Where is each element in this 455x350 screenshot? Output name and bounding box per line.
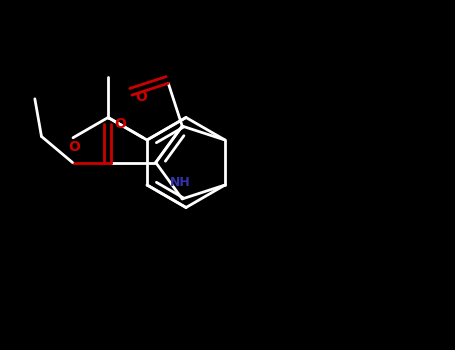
Text: O: O xyxy=(135,90,147,104)
Text: O: O xyxy=(114,117,126,131)
Text: NH: NH xyxy=(170,176,191,189)
Text: O: O xyxy=(69,140,81,154)
